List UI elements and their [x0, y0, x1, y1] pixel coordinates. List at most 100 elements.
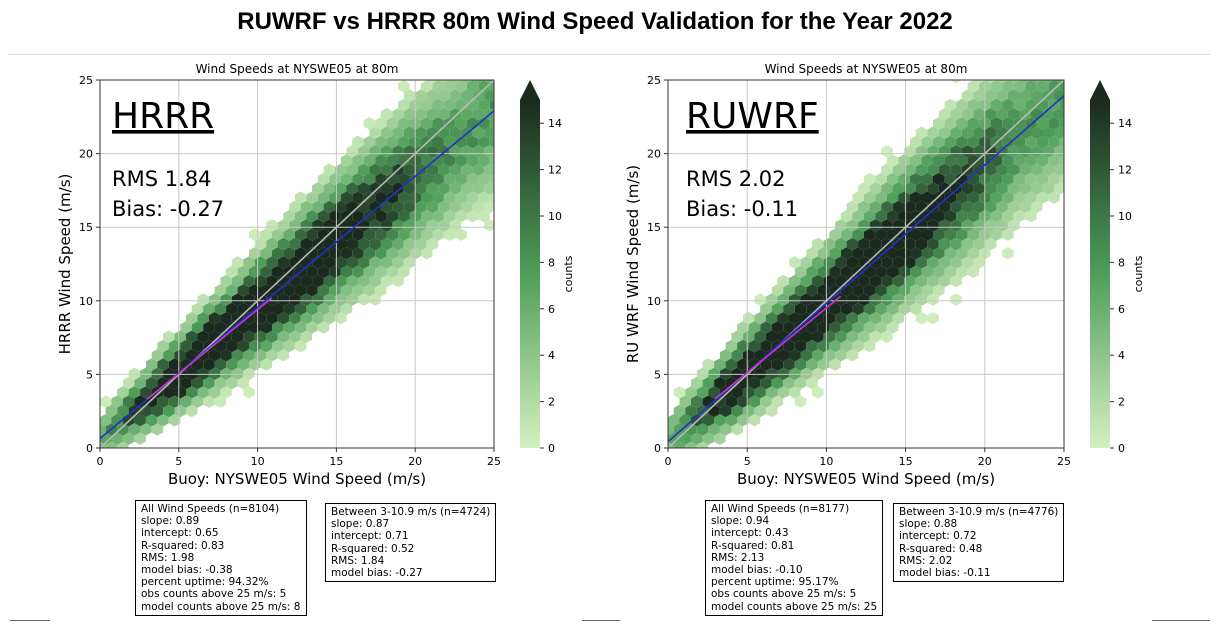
- hexbin-cell: [272, 228, 284, 241]
- hexbin-cell: [944, 191, 957, 204]
- hexbin-cell: [163, 404, 175, 418]
- hexbin-cell: [944, 98, 957, 112]
- hexbin-cell: [910, 247, 922, 260]
- hexbin-cell: [794, 302, 807, 316]
- hexbin-cell: [944, 265, 957, 278]
- hexbin-cell: [214, 358, 227, 371]
- hexbin-cell: [226, 339, 238, 353]
- hexbin-cell: [800, 367, 812, 380]
- hexbin-cell: [191, 395, 204, 408]
- hexbin-cell: [1048, 172, 1060, 186]
- bias-annotation: Bias: -0.27: [112, 197, 224, 221]
- hexbin-cell: [386, 191, 399, 204]
- hexbin-cell: [294, 302, 307, 316]
- hexbin-cell: [904, 293, 916, 306]
- hexbin-cell: [312, 274, 324, 288]
- main-title: RUWRF vs HRRR 80m Wind Speed Validation …: [237, 8, 953, 35]
- hexbin-cell: [386, 265, 399, 278]
- hexbin-cell: [329, 247, 341, 260]
- hexbin-cell: [869, 274, 882, 288]
- hexbin-cell: [191, 339, 204, 353]
- hexbin-cell: [134, 414, 146, 427]
- hexbin-cell: [673, 423, 686, 436]
- hexbin-cell: [904, 163, 916, 176]
- hexbin-cell: [927, 163, 939, 176]
- hexbin-cell: [806, 247, 818, 260]
- hexbin-cell: [961, 219, 974, 232]
- hexbin-cell: [231, 349, 244, 362]
- hexbin-cell: [128, 423, 141, 436]
- hexbin-cell: [794, 358, 807, 371]
- hexbin-cell: [956, 247, 968, 260]
- hexbin-cell: [1059, 118, 1064, 129]
- hexbin-cell: [933, 172, 945, 186]
- hexbin-cell: [760, 358, 772, 371]
- hexbin-cell: [840, 339, 853, 353]
- hexbin-cell: [840, 302, 853, 316]
- hexbin-cell: [358, 237, 370, 251]
- hexbin-cell: [421, 172, 433, 186]
- hexbin-cell: [122, 432, 135, 445]
- model-name-label: HRRR: [112, 96, 214, 137]
- hexbin-cell: [466, 154, 479, 167]
- hexbin-cell: [765, 386, 778, 399]
- hexbin-cell: [277, 293, 290, 306]
- hexbin-cell: [438, 163, 450, 176]
- colorbar-tick-label: 6: [548, 303, 555, 316]
- stats-line: slope: 0.88: [899, 518, 958, 531]
- hexbin-cell: [829, 247, 841, 260]
- hexbin-cell: [719, 349, 732, 362]
- hexbin-cell: [140, 423, 152, 436]
- hexbin-cell: [386, 172, 399, 186]
- hexbin-cell: [197, 367, 209, 380]
- stats-line: model bias: -0.27: [331, 567, 423, 580]
- hexbin-cell: [134, 376, 146, 390]
- hexbin-cell: [886, 302, 899, 316]
- hexbin-cell: [840, 210, 853, 223]
- hexbin-cell: [950, 182, 962, 195]
- hexbin-cell: [967, 172, 980, 186]
- hexbin-cell: [719, 404, 732, 418]
- hexbin-cell: [415, 219, 427, 232]
- hexbin-cell: [369, 163, 381, 176]
- hexbin-cell: [668, 432, 680, 445]
- hexbin-cell: [881, 274, 893, 288]
- hexbin-cell: [1002, 172, 1014, 186]
- hexbin-cell: [294, 339, 307, 353]
- hexbin-cell: [1002, 117, 1014, 130]
- hexbin-cell: [1013, 117, 1026, 130]
- hexbin-cell: [186, 404, 198, 418]
- hexbin-cell: [426, 237, 439, 251]
- stats-line: intercept: 0.43: [711, 527, 789, 540]
- hexbin-cell: [910, 210, 922, 223]
- hexbin-cell: [944, 228, 957, 241]
- hexbin-cell: [696, 367, 709, 380]
- hexbin-cell: [789, 349, 801, 362]
- hexbin-cell: [731, 349, 743, 362]
- hexbin-cell: [392, 237, 404, 251]
- colorbar-tick-label: 4: [1118, 349, 1125, 362]
- hexbin-cell: [277, 349, 290, 362]
- hexbin-cell: [168, 414, 181, 427]
- hexbin-cell: [829, 265, 841, 278]
- hexbin-cell: [944, 210, 957, 223]
- hexbin-cell: [306, 284, 318, 297]
- hexbin-cell: [742, 404, 755, 418]
- hexbin-cell: [472, 200, 485, 214]
- hexbin-cell: [685, 386, 697, 399]
- hexbin-cell: [306, 247, 318, 260]
- colorbar-tick-label: 0: [1118, 442, 1125, 455]
- hexbin-cell: [777, 367, 789, 380]
- hexbin-cell: [886, 321, 899, 334]
- hexbin-cell: [956, 154, 968, 167]
- hexbin-cell: [403, 145, 416, 158]
- hexbin-cell: [317, 172, 330, 186]
- hexbin-cell: [910, 265, 922, 278]
- hexbin-cell: [904, 274, 916, 288]
- hexbin-cell: [863, 247, 876, 260]
- hexbin-cell: [426, 145, 439, 158]
- y-tick-label: 10: [79, 295, 93, 308]
- hexbin-cell: [306, 265, 318, 278]
- hexbin-cell: [1066, 182, 1078, 194]
- colorbar-tick-label: 8: [548, 256, 555, 269]
